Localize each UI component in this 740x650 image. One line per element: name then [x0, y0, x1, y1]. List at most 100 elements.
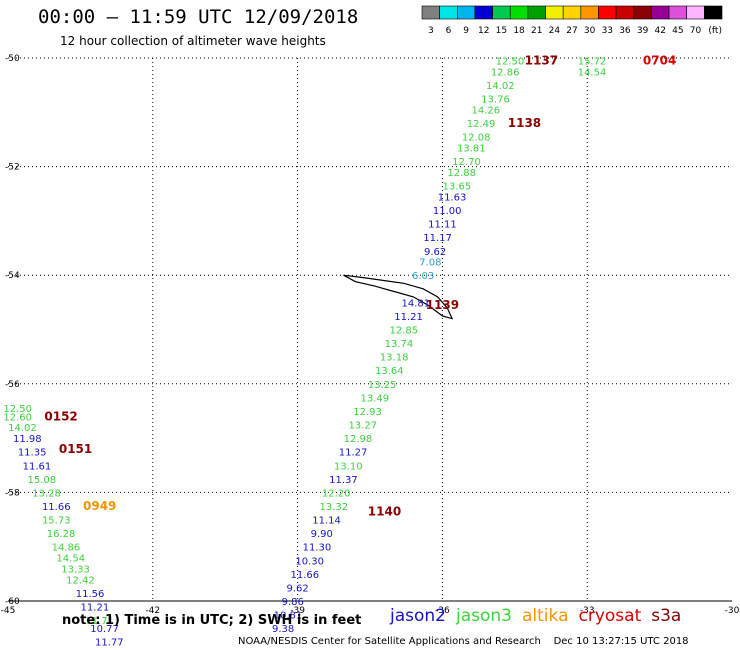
wave-height-label: 12.50 [496, 57, 525, 68]
lat-tick-label: -60 [5, 597, 20, 607]
color-scale-bar: 3 6 9 12 15 18 21 24 27 30 33 36 39 42 45 70 (ft) [421, 5, 723, 36]
legend-cryosat: cryosat [578, 606, 642, 626]
pass-time-label: 0151 [59, 442, 92, 456]
wave-height-label: 14.54 [578, 68, 607, 79]
wave-height-label: 11.11 [428, 220, 457, 231]
scale-label: 15 [496, 26, 507, 36]
wave-height-label: 12.42 [66, 575, 95, 586]
wave-height-label: 15.08 [27, 475, 56, 486]
wave-height-label: 9.86 [282, 597, 304, 608]
lon-tick-label: -42 [145, 606, 160, 616]
wave-height-label: 12.60 [3, 412, 32, 423]
credit-line: NOAA/NESDIS Center for Satellite Applica… [238, 636, 689, 647]
wave-height-label: 11.17 [423, 233, 452, 244]
wave-height-label: 14.81 [402, 298, 431, 309]
wave-height-label: 10.77 [90, 624, 119, 635]
scale-label: 12 [478, 26, 489, 36]
lat-tick-label: -58 [5, 488, 20, 498]
lat-tick-label: -54 [5, 271, 20, 281]
wave-height-label: 13.49 [361, 393, 390, 404]
wave-height-label: 11.63 [438, 192, 467, 203]
scale-label: 21 [531, 26, 542, 36]
scale-label: 30 [584, 26, 596, 36]
scale-swatch [704, 5, 723, 20]
graticule [8, 57, 732, 602]
wave-height-label: 11.77 [95, 638, 124, 649]
legend-jason3: jason3 [456, 606, 512, 626]
pass-time-label: 1140 [368, 504, 401, 518]
wave-height-label: 13.33 [61, 564, 90, 575]
lon-tick-label: -36 [435, 606, 450, 616]
wave-height-label: 12.85 [389, 326, 418, 337]
units-note: note: 1) Time is in UTC; 2) SWH is in fe… [62, 613, 362, 628]
page-subtitle: 12 hour collection of altimeter wave hei… [60, 34, 326, 48]
wave-height-label: 13.32 [319, 502, 348, 513]
wave-height-label: 10.30 [295, 556, 324, 567]
wave-height-label: 14.02 [486, 81, 515, 92]
wave-height-label: 14.54 [56, 554, 85, 565]
wave-height-label: 6.03 [412, 271, 434, 282]
wave-height-label: 12.93 [353, 407, 382, 418]
wave-height-label: 9.38 [272, 624, 294, 635]
scale-label: 33 [602, 26, 613, 36]
wave-height-label: 13.28 [32, 488, 61, 499]
lon-tick-label: -33 [580, 606, 595, 616]
wave-height-label: 11.71 [85, 616, 114, 627]
wave-height-label: 11.66 [42, 502, 71, 513]
lat-tick-label: -50 [5, 54, 20, 64]
scale-label: 70 [690, 26, 702, 36]
wave-height-label: 7.08 [419, 258, 441, 269]
wave-height-label: 14.02 [8, 423, 37, 434]
scale-label: 27 [566, 26, 577, 36]
lon-tick-label: -30 [725, 606, 740, 616]
wave-height-label: 14.26 [472, 106, 501, 117]
lon-tick-label: -45 [1, 606, 16, 616]
wave-height-label: 15.73 [42, 516, 71, 527]
wave-height-label: 12.86 [491, 68, 520, 79]
scale-label: 18 [513, 26, 525, 36]
legend-s3a: s3a [651, 606, 682, 626]
wave-height-label: 13.65 [443, 182, 472, 193]
wave-height-label: 12.98 [344, 434, 373, 445]
wave-height-label: 15.72 [578, 57, 607, 68]
wave-height-label: 11.98 [13, 434, 42, 445]
wave-height-label: 13.81 [457, 144, 486, 155]
scale-label: 24 [549, 26, 561, 36]
scale-label: 36 [619, 26, 631, 36]
wave-height-label: 12.88 [447, 168, 476, 179]
wave-height-label: 10.81 [274, 611, 303, 622]
wave-height-label: 13.64 [375, 366, 404, 377]
wave-height-label: 12.20 [322, 488, 351, 499]
scale-label: 6 [446, 26, 452, 36]
legend-altika: altika [522, 606, 569, 626]
wave-height-label: 11.14 [312, 516, 341, 527]
wave-height-label: 11.21 [81, 602, 110, 613]
scale-label: 42 [655, 26, 666, 36]
wave-height-label: 12.08 [462, 133, 491, 144]
lat-tick-label: -52 [5, 163, 20, 173]
lat-tick-label: -56 [5, 380, 20, 390]
pass-time-label: 0949 [83, 499, 116, 513]
scale-label: 39 [637, 26, 649, 36]
pass-time-label: 0152 [44, 409, 77, 423]
wave-height-label: 13.27 [348, 421, 377, 432]
wave-height-label: 12.49 [467, 119, 496, 130]
pass-time-label: 1138 [508, 116, 541, 130]
wave-height-label: 13.25 [368, 380, 397, 391]
wave-height-label: 9.62 [424, 247, 446, 258]
wave-height-label: 11.56 [76, 589, 105, 600]
wave-height-label: 14.86 [52, 543, 81, 554]
wave-height-label: 16.28 [47, 529, 76, 540]
scale-label: 45 [672, 26, 683, 36]
wave-height-label: 11.21 [394, 312, 423, 323]
satellite-legend: jason2 jason3 altika cryosat s3a [390, 606, 691, 626]
scale-label: (ft) [708, 26, 722, 36]
pass-time-label: 1137 [525, 54, 558, 68]
wave-height-label: 9.90 [311, 529, 333, 540]
page-title: 00:00 – 11:59 UTC 12/09/2018 [38, 6, 359, 28]
wave-height-label: 11.61 [23, 461, 52, 472]
wave-height-label: 11.37 [329, 475, 358, 486]
wave-height-label: 13.74 [385, 339, 414, 350]
wave-height-label: 11.35 [18, 448, 47, 459]
